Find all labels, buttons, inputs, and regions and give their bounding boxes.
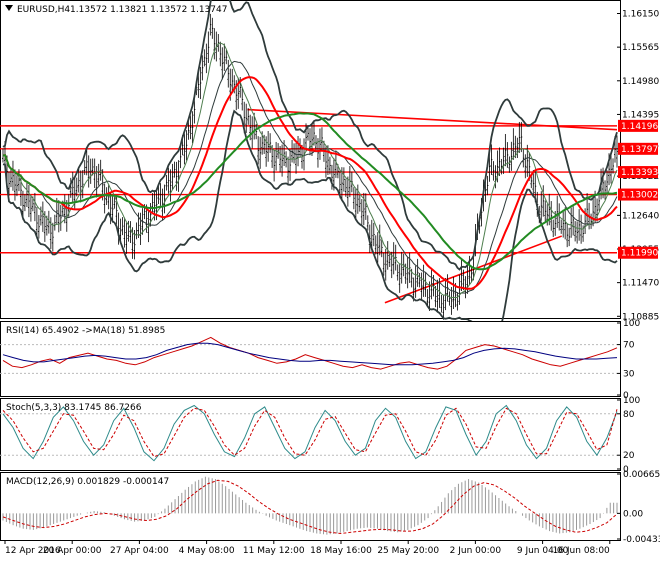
- rsi-axis-label: 30: [623, 369, 635, 379]
- stoch-axis-label: 20: [623, 451, 635, 461]
- price-level-text: 1.13797: [621, 145, 658, 155]
- macd-axis-label: -0.004336: [623, 535, 660, 545]
- macd-axis-label: 0.00: [623, 509, 643, 519]
- price-axis-label: 1.15565: [622, 43, 659, 53]
- price-panel[interactable]: 1.16150 1.15565 1.14980 1.14395 1.13797 1.133…: [0, 0, 659, 355]
- rsi-title: RSI(14) 65.4902 ->MA(18) 51.8985: [6, 326, 165, 336]
- macd-axis: 0.006658 0.00 -0.004336: [617, 470, 660, 545]
- price-axis: 1.16150 1.15565 1.14980 1.14395 1.13797 1.133…: [617, 10, 659, 323]
- time-axis-label: 2 Jun 00:00: [450, 546, 502, 556]
- time-axis-label: 27 Apr 04:00: [110, 546, 169, 556]
- macd-panel[interactable]: 0.006658 0.00 -0.004336 MACD(12,26,9) 0.00…: [1, 470, 660, 545]
- time-axis-label: 20 Apr 00:00: [43, 546, 102, 556]
- price-level-text: 1.14196: [621, 122, 658, 132]
- price-axis-label: 1.11470: [622, 279, 659, 289]
- macd-axis-label: 0.006658: [623, 470, 660, 480]
- chart-ohlc: 1.13572 1.13821 1.13572 1.13747: [70, 5, 227, 15]
- price-axis-label: 1.14395: [622, 110, 659, 120]
- time-axis-label: 4 May 08:00: [179, 546, 235, 556]
- price-level-text: 1.13393: [621, 168, 658, 178]
- price-axis-label: 1.14980: [622, 77, 659, 87]
- time-axis-label: 18 May 16:00: [310, 546, 372, 556]
- time-axis-label: 25 May 20:00: [377, 546, 439, 556]
- stoch-axis-label: 100: [623, 396, 640, 406]
- rsi-axis-label: 100: [623, 319, 640, 329]
- price-level-labels: 1.14196 1.13797 1.13393 1.13002 1.11990: [618, 120, 658, 259]
- time-axis-label: 11 May 12:00: [243, 546, 305, 556]
- price-level-text: 1.13002: [621, 191, 658, 201]
- chart-symbol: EURUSD,H4: [17, 5, 70, 15]
- price-axis-label: 1.16150: [622, 10, 659, 20]
- time-axis-label: 16 Jun 08:00: [553, 546, 610, 556]
- price-level-text: 1.11990: [621, 249, 658, 259]
- stoch-axis-label: 80: [623, 410, 635, 420]
- macd-title: MACD(12,26,9) 0.001829 -0.000147: [6, 477, 169, 487]
- stoch-title: Stoch(5,3,3) 83.1745 86.7266: [6, 403, 142, 413]
- price-axis-label: 1.12640: [622, 211, 659, 221]
- rsi-axis-label: 70: [623, 341, 635, 351]
